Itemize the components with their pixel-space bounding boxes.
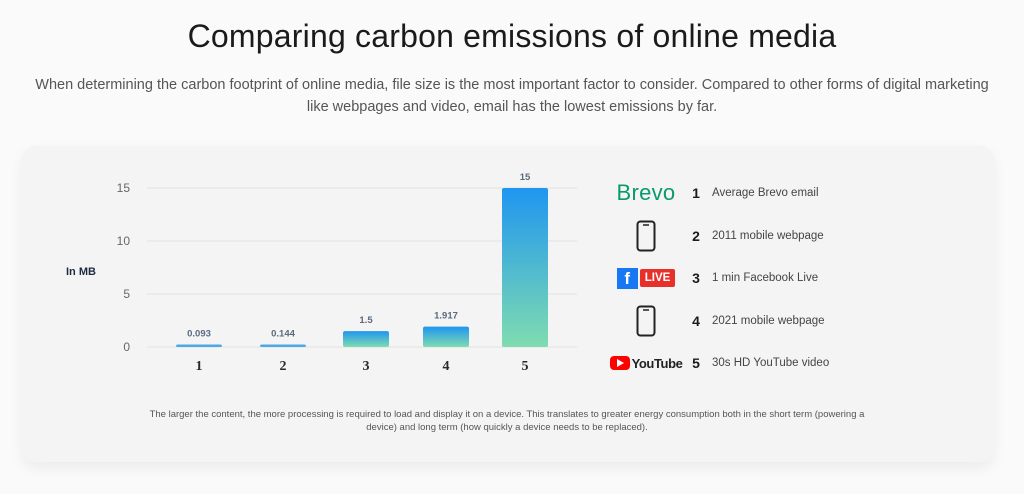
bar-value-label: 1.917 — [434, 311, 458, 322]
legend-number: 5 — [692, 355, 700, 371]
bar-3 — [343, 331, 389, 347]
bar-value-label: 0.093 — [187, 329, 211, 340]
page-subtitle: When determining the carbon footprint of… — [35, 77, 989, 115]
facebook-live-icon: f LIVE — [612, 263, 680, 293]
legend-number: 1 — [692, 185, 700, 201]
y-tick-label: 0 — [123, 340, 130, 354]
legend-number: 2 — [692, 228, 700, 244]
live-badge: LIVE — [639, 269, 676, 287]
legend-number: 3 — [692, 270, 700, 286]
x-tick-label: 1 — [196, 359, 203, 374]
chart-card: 0 5 10 15 0.093 1 0.144 2 1.5 3 1.917 4 15 5 In MB Br… — [22, 146, 994, 462]
page-title: Comparing carbon emissions of online med… — [187, 18, 837, 54]
bar-value-label: 1.5 — [359, 315, 373, 326]
brevo-logo-text: Brevo — [616, 180, 676, 205]
x-tick-label: 5 — [522, 359, 529, 374]
bar-1 — [176, 344, 222, 347]
legend-item-4: 4 2021 mobile webpage — [612, 305, 972, 337]
legend-label: 30s HD YouTube video — [712, 357, 830, 369]
legend-item-5: YouTube 5 30s HD YouTube video — [609, 348, 972, 378]
youtube-logo-text: YouTube — [631, 355, 683, 371]
x-tick-label: 2 — [280, 359, 287, 374]
bar-5 — [502, 188, 548, 347]
legend-item-2: 2 2011 mobile webpage — [612, 220, 972, 252]
legend-item-3: f LIVE 3 1 min Facebook Live — [612, 263, 972, 293]
legend-label: 1 min Facebook Live — [712, 272, 819, 284]
legend-label: 2011 mobile webpage — [712, 230, 824, 242]
x-tick-label: 3 — [363, 359, 370, 374]
youtube-logo-icon: YouTube — [609, 348, 683, 378]
legend-item-1: Brevo 1 Average Brevo email — [612, 178, 972, 208]
phone-icon — [612, 305, 680, 337]
legend-number: 4 — [692, 313, 700, 329]
bar-chart: 0 5 10 15 0.093 1 0.144 2 1.5 3 1.917 4 15 5 — [117, 172, 577, 374]
legend-label: 2021 mobile webpage — [712, 315, 825, 327]
bar-4 — [423, 326, 469, 347]
y-tick-label: 5 — [123, 287, 130, 301]
y-tick-label: 10 — [117, 234, 131, 248]
y-tick-label: 15 — [117, 181, 131, 195]
y-axis-label: In MB — [66, 266, 96, 278]
bar-value-label: 15 — [520, 172, 531, 183]
facebook-logo-text: f — [616, 267, 638, 289]
youtube-play-icon — [609, 356, 630, 370]
phone-icon — [612, 220, 680, 252]
x-tick-label: 4 — [443, 359, 450, 374]
bar-value-label: 0.144 — [271, 329, 295, 340]
brevo-logo-icon: Brevo — [612, 178, 680, 208]
bar-2 — [260, 344, 306, 347]
legend-label: Average Brevo email — [712, 187, 819, 199]
chart-caption: The larger the content, the more process… — [149, 409, 865, 433]
